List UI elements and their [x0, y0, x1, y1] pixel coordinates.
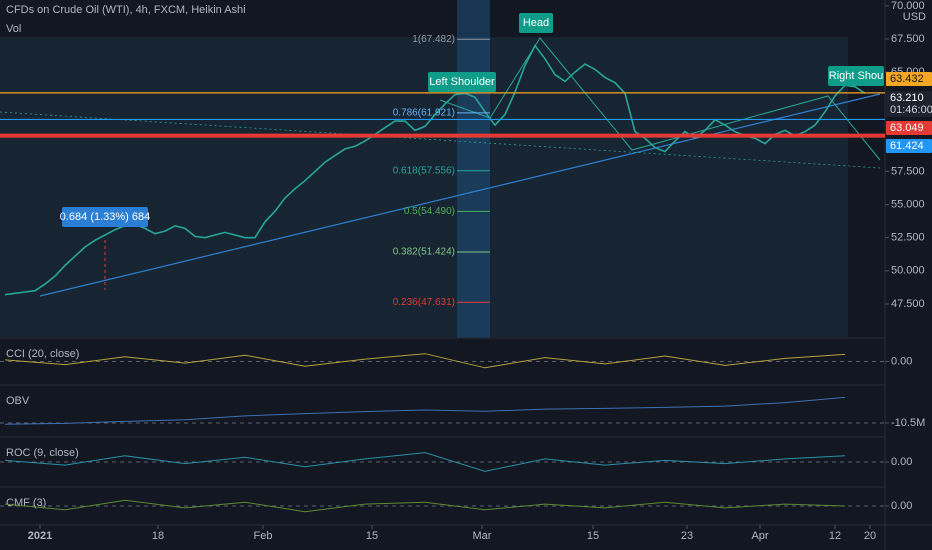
x-tick-label: Apr — [751, 530, 768, 542]
annotation-bg — [519, 13, 553, 33]
annotation-bg — [428, 72, 496, 92]
head-shoulders-pattern — [439, 37, 881, 161]
fib-zone — [0, 37, 848, 337]
y-tick-label: -10.5M — [891, 417, 925, 429]
y-tick-label: 50.000 — [891, 265, 925, 277]
annotation: Head — [523, 17, 549, 29]
y-tick-label: 52.500 — [891, 232, 925, 244]
x-tick-label: 12 — [829, 530, 841, 542]
annotation: Right Shou — [829, 70, 883, 82]
price-label-bg — [886, 72, 932, 86]
series-line — [4, 396, 846, 425]
currency: USD — [903, 11, 926, 23]
y-tick-label: 0.00 — [891, 500, 912, 512]
annotation-bg — [828, 66, 884, 86]
fib-label: 1(67.482) — [412, 34, 455, 45]
pane-title: OBV — [6, 395, 30, 407]
price-label: 63.049 — [890, 122, 924, 134]
fib-label: 0.5(54.490) — [404, 206, 455, 217]
y-tick-label: 47.500 — [891, 298, 925, 310]
x-tick-label: Mar — [473, 530, 492, 542]
x-tick-label: 2021 — [28, 530, 52, 542]
price-label: 63.432 — [890, 73, 924, 85]
fib-label: 0.236(47.631) — [393, 297, 455, 308]
x-tick-label: 18 — [152, 530, 164, 542]
marks: 47.50050.00052.50055.00057.50065.00067.5… — [0, 0, 925, 542]
y-tick-label: 67.500 — [891, 33, 925, 45]
x-tick-label: 23 — [681, 530, 693, 542]
countdown: 01:46:00 — [890, 104, 932, 116]
volume-label: Vol — [6, 23, 21, 35]
pane-title: CMF (3) — [6, 497, 46, 509]
series-line — [4, 452, 846, 472]
annotation-bg — [62, 207, 148, 227]
price-label: 61.424 — [890, 140, 924, 152]
y-tick-label: 70.000 — [891, 0, 925, 12]
price-label-bg — [886, 121, 932, 135]
fib-label: 0.786(61.921) — [393, 108, 455, 119]
neckline — [0, 111, 881, 169]
y-tick-label: 0.00 — [891, 456, 912, 468]
series-line — [4, 499, 846, 513]
y-tick-label: 55.000 — [891, 198, 925, 210]
trend-line — [39, 93, 881, 297]
annotation: 0.684 (1.33%) 684 — [60, 211, 151, 223]
range-highlight — [457, 0, 490, 338]
x-tick-label: Feb — [254, 530, 273, 542]
price-label-bg — [886, 91, 932, 117]
pane-title: ROC (9, close) — [6, 447, 79, 459]
series-line — [4, 353, 846, 369]
price-label-bg — [886, 139, 932, 153]
price-label: 63.210 — [890, 92, 924, 104]
series-line — [4, 44, 866, 296]
annotation: Left Shoulder — [429, 76, 495, 88]
y-tick-label: 57.500 — [891, 165, 925, 177]
x-tick-label: 15 — [587, 530, 599, 542]
x-tick-label: 20 — [864, 530, 876, 542]
overlay: 1(67.482) 0.786(61.921) 0.618(57.556) 0.5(5… — [0, 13, 932, 308]
chart-title: CFDs on Crude Oil (WTI), 4h, FXCM, Heiki… — [6, 4, 246, 16]
pane-title: CCI (20, close) — [6, 348, 79, 360]
x-tick-label: 15 — [366, 530, 378, 542]
fib-label: 0.618(57.556) — [393, 165, 455, 176]
y-tick-label: 0.00 — [891, 355, 912, 367]
fib-label: 0.382(51.424) — [393, 247, 455, 258]
